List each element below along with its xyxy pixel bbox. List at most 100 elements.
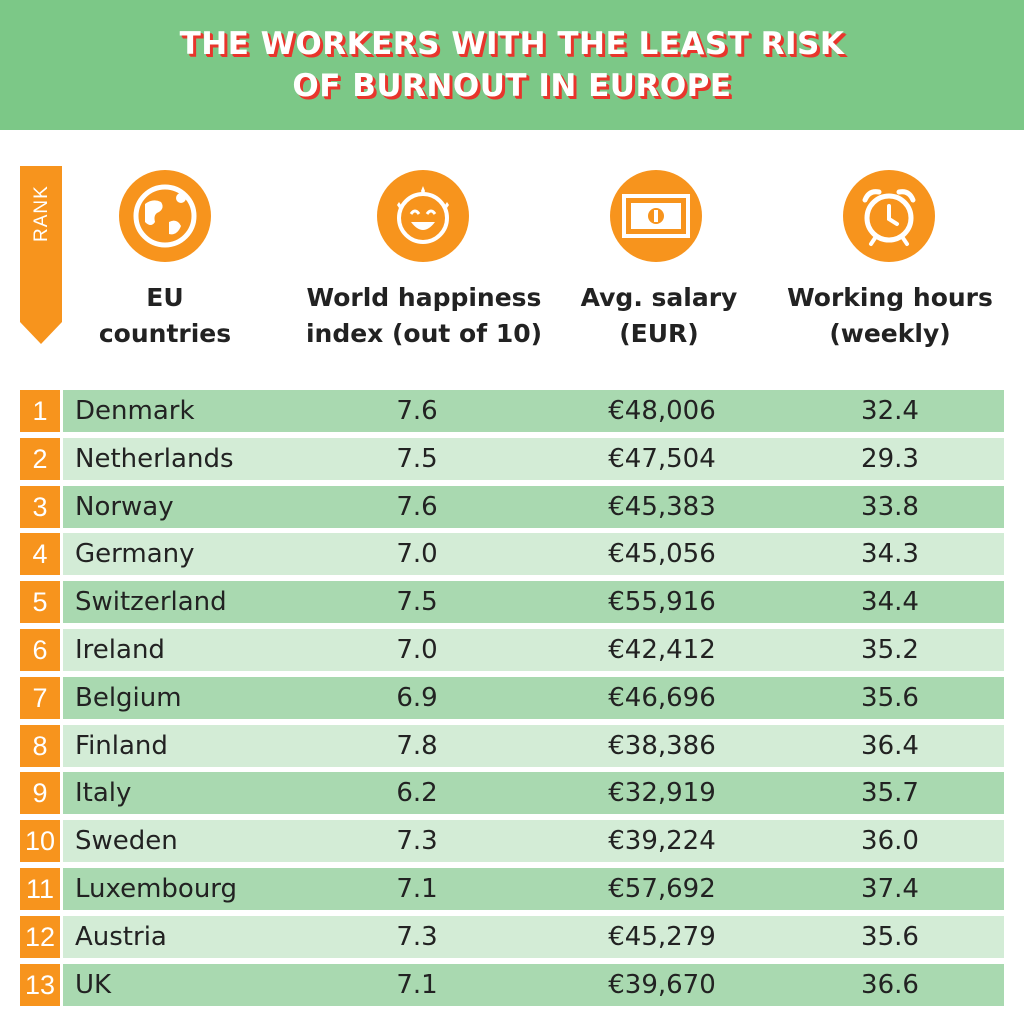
title-line-2: OF BURNOUT IN EUROPE	[292, 68, 732, 104]
column-header-happiness-line2: index (out of 10)	[305, 319, 543, 348]
column-header-salary: Avg. salary (EUR)	[581, 280, 738, 352]
happiness-cell: 7.8	[396, 730, 438, 761]
salary-cell: €57,692	[608, 874, 716, 904]
country-cell: Denmark	[75, 396, 195, 426]
table-row-background	[63, 581, 1004, 624]
column-header-hours: Working hours (weekly)	[787, 280, 993, 352]
hours-cell: 33.8	[861, 491, 919, 522]
salary-cell: €42,412	[608, 635, 716, 665]
happiness-cell: 7.6	[396, 396, 438, 426]
salary-cell: €32,919	[608, 778, 716, 809]
country-cell: Austria	[75, 921, 167, 952]
column-header-happiness-line1: World happiness	[306, 283, 542, 312]
happiness-cell: 7.0	[396, 635, 438, 665]
salary-cell: €48,006	[608, 396, 716, 426]
happiness-cell: 6.9	[396, 682, 438, 713]
column-header-country: EU countries	[99, 280, 231, 352]
salary-cell: €39,670	[608, 969, 716, 1000]
table-row: 7 Belgium 6.9 €46,696 35.6	[20, 676, 1004, 719]
table-row-background	[63, 390, 1004, 432]
table-row-background	[63, 485, 1004, 528]
rank-cell: 4	[20, 533, 60, 576]
table-row-background	[63, 820, 1004, 863]
hours-cell: 36.4	[861, 730, 919, 761]
column-header-salary-line2: (EUR)	[619, 319, 699, 348]
rank-cell: 9	[20, 772, 60, 815]
rank-cell: 6	[20, 629, 60, 671]
title-line-1: THE WORKERS WITH THE LEAST RISK	[179, 26, 845, 62]
happiness-cell: 7.3	[396, 826, 438, 857]
country-cell: Ireland	[75, 635, 165, 665]
table-row: 3 Norway 7.6 €45,383 33.8	[20, 485, 1004, 528]
rank-cell: 7	[20, 676, 60, 719]
table-row-background	[63, 915, 1004, 958]
country-cell: Finland	[75, 730, 168, 761]
happiness-cell: 7.1	[396, 969, 438, 1000]
country-cell: UK	[75, 969, 112, 1000]
smiley-face-icon	[377, 170, 469, 262]
table-row: 13 UK 7.1 €39,670 36.6	[20, 963, 1004, 1006]
table-row: 5 Switzerland 7.5 €55,916 34.4	[20, 581, 1004, 624]
happiness-cell: 7.6	[396, 491, 438, 522]
table-row: 12 Austria 7.3 €45,279 35.6	[20, 915, 1004, 958]
hours-cell: 35.2	[861, 635, 919, 665]
rank-cell: 2	[20, 437, 60, 480]
banknote-icon	[610, 170, 702, 262]
column-header-salary-line1: Avg. salary	[580, 283, 738, 312]
table-row-background	[63, 676, 1004, 719]
table-row: 1 Denmark 7.6 €48,006 32.4	[20, 390, 1004, 432]
salary-cell: €46,696	[608, 682, 716, 713]
table-row: 4 Germany 7.0 €45,056 34.3	[20, 533, 1004, 576]
table-row: 10 Sweden 7.3 €39,224 36.0	[20, 820, 1004, 863]
table-row: 11 Luxembourg 7.1 €57,692 37.4	[20, 868, 1004, 910]
rank-cell: 8	[20, 724, 60, 767]
country-cell: Switzerland	[75, 587, 227, 618]
country-cell: Belgium	[75, 682, 182, 713]
title-banner: THE WORKERS WITH THE LEAST RISK OF BURNO…	[0, 0, 1024, 130]
rank-cell: 5	[20, 581, 60, 624]
table-row: 9 Italy 6.2 €32,919 35.7	[20, 772, 1004, 815]
happiness-cell: 7.5	[396, 443, 438, 474]
column-header-hours-line1: Working hours	[787, 283, 993, 312]
table-row: 6 Ireland 7.0 €42,412 35.2	[20, 629, 1004, 671]
table-row-background	[63, 437, 1004, 480]
salary-cell: €38,386	[608, 730, 716, 761]
rank-cell: 10	[20, 820, 60, 863]
hours-cell: 29.3	[861, 443, 919, 474]
happiness-cell: 6.2	[396, 778, 438, 809]
alarm-clock-icon	[843, 170, 935, 262]
hours-cell: 35.6	[861, 682, 919, 713]
salary-cell: €55,916	[608, 587, 716, 618]
happiness-cell: 7.1	[396, 874, 438, 904]
hours-cell: 34.3	[861, 539, 919, 570]
column-header-hours-line2: (weekly)	[829, 319, 951, 348]
rank-cell: 3	[20, 485, 60, 528]
rank-cell: 11	[20, 868, 60, 910]
happiness-cell: 7.3	[396, 921, 438, 952]
hours-cell: 36.6	[861, 969, 919, 1000]
rank-arrow	[20, 166, 62, 344]
hours-cell: 32.4	[861, 396, 919, 426]
table-row-background	[63, 533, 1004, 576]
table-row-background	[63, 772, 1004, 815]
country-cell: Germany	[75, 539, 195, 570]
country-cell: Italy	[75, 778, 132, 809]
rank-label: RANK	[31, 185, 52, 242]
hours-cell: 36.0	[861, 826, 919, 857]
hours-cell: 35.6	[861, 921, 919, 952]
salary-cell: €45,056	[608, 539, 716, 570]
column-header-country-line1: EU	[146, 283, 184, 312]
salary-cell: €45,279	[608, 921, 716, 952]
country-cell: Norway	[75, 491, 174, 522]
table-row-background	[63, 868, 1004, 910]
country-cell: Luxembourg	[75, 874, 238, 904]
country-cell: Sweden	[75, 826, 178, 857]
salary-cell: €45,383	[608, 491, 716, 522]
hours-cell: 37.4	[861, 874, 919, 904]
globe-icon	[119, 170, 211, 262]
hours-cell: 35.7	[861, 778, 919, 809]
table-row-background	[63, 963, 1004, 1006]
table-row-background	[63, 629, 1004, 671]
salary-cell: €47,504	[608, 443, 716, 474]
rank-cell: 13	[20, 963, 60, 1006]
